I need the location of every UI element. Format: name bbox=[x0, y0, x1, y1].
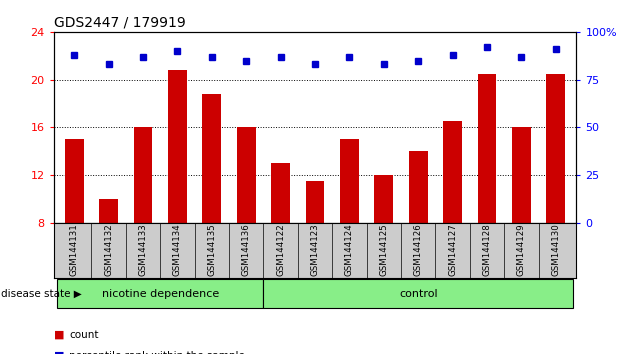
Text: ■: ■ bbox=[54, 330, 64, 339]
Text: disease state ▶: disease state ▶ bbox=[1, 289, 82, 299]
Text: GSM144131: GSM144131 bbox=[70, 223, 79, 276]
Text: GSM144124: GSM144124 bbox=[345, 223, 354, 276]
Bar bbox=[202, 94, 221, 223]
Text: GSM144126: GSM144126 bbox=[414, 223, 423, 276]
Text: ■: ■ bbox=[54, 351, 64, 354]
FancyBboxPatch shape bbox=[57, 280, 263, 308]
Text: nicotine dependence: nicotine dependence bbox=[101, 289, 219, 299]
Text: GSM144135: GSM144135 bbox=[207, 223, 216, 276]
Bar bbox=[65, 139, 84, 223]
Text: GSM144134: GSM144134 bbox=[173, 223, 182, 276]
Text: GSM144130: GSM144130 bbox=[551, 223, 560, 276]
Bar bbox=[409, 152, 428, 223]
Bar bbox=[546, 74, 565, 223]
Text: GSM144127: GSM144127 bbox=[448, 223, 457, 276]
Bar bbox=[271, 163, 290, 223]
Text: GSM144128: GSM144128 bbox=[483, 223, 491, 276]
Text: GSM144132: GSM144132 bbox=[104, 223, 113, 276]
Text: GSM144136: GSM144136 bbox=[242, 223, 251, 276]
Text: GDS2447 / 179919: GDS2447 / 179919 bbox=[54, 15, 185, 29]
Bar bbox=[168, 70, 187, 223]
Text: GSM144123: GSM144123 bbox=[311, 223, 319, 276]
Text: GSM144129: GSM144129 bbox=[517, 223, 526, 276]
Bar bbox=[340, 139, 359, 223]
Bar bbox=[99, 199, 118, 223]
Text: GSM144125: GSM144125 bbox=[379, 223, 388, 276]
Bar bbox=[512, 127, 531, 223]
Bar bbox=[237, 127, 256, 223]
Bar bbox=[443, 121, 462, 223]
Text: control: control bbox=[399, 289, 437, 299]
Text: GSM144122: GSM144122 bbox=[276, 223, 285, 276]
Bar bbox=[306, 181, 324, 223]
Text: percentile rank within the sample: percentile rank within the sample bbox=[69, 351, 245, 354]
Text: count: count bbox=[69, 330, 99, 339]
Bar bbox=[478, 74, 496, 223]
Text: GSM144133: GSM144133 bbox=[139, 223, 147, 276]
FancyBboxPatch shape bbox=[263, 280, 573, 308]
Bar bbox=[374, 175, 393, 223]
Bar bbox=[134, 127, 152, 223]
